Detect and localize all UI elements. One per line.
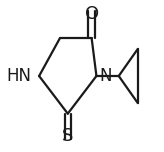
Text: S: S — [62, 127, 73, 145]
Text: N: N — [100, 67, 112, 85]
Text: HN: HN — [6, 67, 31, 85]
Text: O: O — [85, 5, 99, 23]
